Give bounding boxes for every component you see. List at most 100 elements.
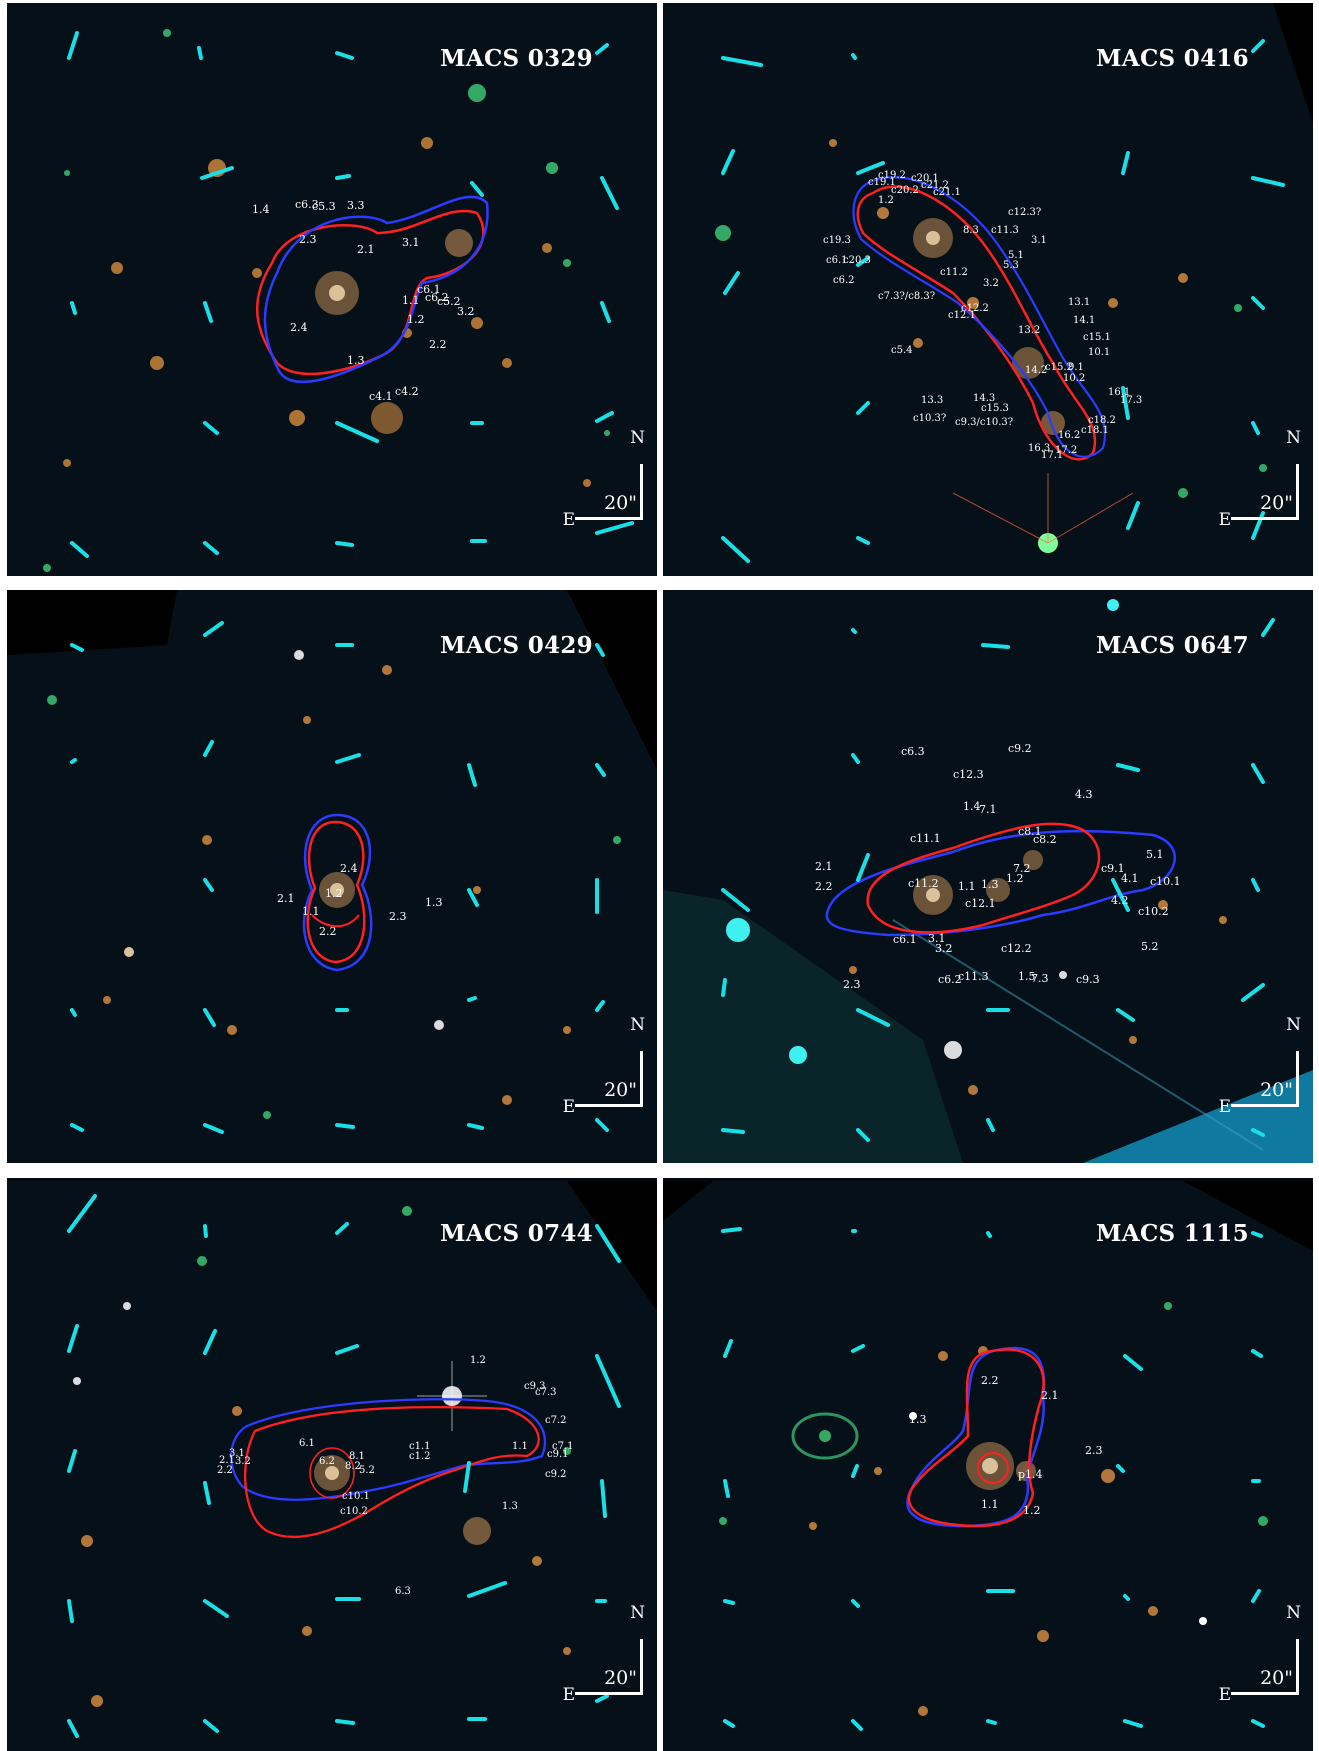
- image-label: 5.1: [1146, 848, 1164, 861]
- panel-macs-0329: 1.4 c6.3 c5.3 3.3 2.3 2.1 3.1 1.1 c6.1 c…: [7, 3, 657, 576]
- cluster-title: MACS 0429: [440, 632, 593, 659]
- image-label: 6.1: [299, 1438, 315, 1449]
- panel-macs-0429: 2.4 2.1 1.2 1.1 1.3 2.3 2.2 MACS 0429 N …: [7, 590, 657, 1163]
- east-arrow: [575, 1692, 643, 1695]
- image-labels: 1.4 c6.3 c5.3 3.3 2.3 2.1 3.1 1.1 c6.1 c…: [252, 198, 475, 403]
- image-label: c6.2: [833, 275, 855, 286]
- image-label: c9.1: [547, 1449, 569, 1460]
- image-label: c9.3: [1076, 973, 1100, 986]
- north-arrow: [1296, 1051, 1299, 1107]
- image-label: c9.2: [545, 1469, 567, 1480]
- image-label: c19.1: [868, 177, 896, 188]
- image-label: c18.2: [1088, 415, 1116, 426]
- image-label: 4.2: [1111, 894, 1129, 907]
- image-label: 10.2: [1063, 373, 1085, 384]
- image-label: 1.1: [958, 880, 976, 893]
- east-arrow: [575, 1104, 643, 1107]
- scale-bar-label: 20": [604, 492, 637, 514]
- image-label: 1.2: [325, 887, 343, 900]
- image-label: c11.2: [908, 877, 939, 890]
- image-label: c9.3/c10.3?: [955, 417, 1013, 428]
- image-label: 2.2: [981, 1374, 999, 1387]
- north-label: N: [630, 1603, 645, 1623]
- image-label: c8.2: [1033, 833, 1057, 846]
- image-label: c21.2: [921, 180, 949, 191]
- east-arrow: [1231, 1692, 1299, 1695]
- image-label: 14.1: [1073, 315, 1095, 326]
- sky-image: c6.3 c9.2 c12.3 4.3 1.4 7.1 c11.1 c8.1 c…: [663, 590, 1313, 1163]
- image-label: 13.1: [1068, 297, 1090, 308]
- cluster-title: MACS 0647: [1096, 632, 1249, 659]
- cluster-title: MACS 1115: [1096, 1220, 1249, 1247]
- image-label: c15.3: [981, 403, 1009, 414]
- image-label: 1.3: [425, 896, 443, 909]
- critical-curve-red: [907, 1348, 1045, 1528]
- cluster-title: MACS 0329: [440, 45, 593, 72]
- image-label: 1.3: [909, 1413, 927, 1426]
- image-label: 7.1: [979, 803, 997, 816]
- critical-curve-blue: [852, 176, 1106, 458]
- image-label: c12.3: [953, 768, 984, 781]
- image-label: c10.2: [1138, 905, 1169, 918]
- image-label: 9.1: [1068, 362, 1084, 373]
- image-label: c10.1: [342, 1491, 370, 1502]
- image-label: c4.1: [369, 390, 393, 403]
- image-label: 2.1: [277, 892, 295, 905]
- image-label: c9.2: [1008, 742, 1032, 755]
- scale-bar-label: 20": [1260, 1079, 1293, 1101]
- image-label: 5.2: [359, 1465, 375, 1476]
- image-label: 2.2: [217, 1465, 233, 1476]
- image-label: 2.1: [815, 860, 833, 873]
- cluster-title: MACS 0416: [1096, 45, 1249, 72]
- image-label: 3.2: [983, 278, 999, 289]
- image-label: 1.4: [252, 203, 270, 216]
- image-label: 2.4: [290, 321, 308, 334]
- critical-curve-red: [244, 1405, 540, 1539]
- image-label: 17.3: [1120, 395, 1142, 406]
- critical-curve-blue: [825, 829, 1176, 937]
- panel-macs-1115: 2.2 2.1 1.3 2.3 p1.4 1.1 1.2 MACS 1115 N…: [663, 1178, 1313, 1751]
- panel-macs-0416: c19.2 c19.1 c20.1 c20.2 c21.2 c21.1 1.2 …: [663, 3, 1313, 576]
- image-label: 2.2: [319, 925, 337, 938]
- north-arrow: [1296, 1639, 1299, 1695]
- image-label: 2.4: [340, 862, 358, 875]
- image-label: c5.2: [437, 295, 461, 308]
- image-label: 2.2: [815, 880, 833, 893]
- image-label: 1.5: [1018, 970, 1036, 983]
- east-label: E: [562, 1685, 575, 1705]
- image-label: 2.2: [429, 338, 447, 351]
- image-label: c12.3?: [1008, 207, 1041, 218]
- image-label: c10.2: [340, 1506, 368, 1517]
- image-label: 5.1: [1008, 250, 1024, 261]
- image-label: c11.3: [991, 225, 1019, 236]
- image-label: 13.2: [1018, 325, 1040, 336]
- image-label: 3.2: [457, 305, 475, 318]
- image-label: c10.3?: [913, 413, 946, 424]
- north-arrow: [640, 1051, 643, 1107]
- image-label: c6.1: [417, 283, 441, 296]
- image-label: c20.2: [891, 185, 919, 196]
- image-label: 16.1: [1108, 387, 1130, 398]
- image-labels: c19.2 c19.1 c20.1 c20.2 c21.2 c21.1 1.2 …: [823, 170, 1142, 461]
- sky-image: 2.2 2.1 1.3 2.3 p1.4 1.1 1.2: [663, 1181, 1313, 1751]
- image-label: 4.3: [1075, 788, 1093, 801]
- cluster-title: MACS 0744: [440, 1220, 593, 1247]
- image-label: 3.1: [229, 1448, 245, 1459]
- image-label: 16.3: [1028, 443, 1050, 454]
- image-label: c6.3: [295, 198, 319, 211]
- image-label: 3.1: [928, 932, 946, 945]
- east-arrow: [575, 517, 643, 520]
- image-label: 8.3: [963, 225, 979, 236]
- image-label: c7.2: [545, 1415, 567, 1426]
- image-label: c8.1: [1018, 825, 1042, 838]
- critical-curve-red: [856, 185, 1097, 461]
- image-label: 3.2: [935, 942, 953, 955]
- image-label: c15.1: [1083, 332, 1111, 343]
- image-label: c11.2: [940, 267, 968, 278]
- image-label: c6.2: [938, 973, 962, 986]
- image-label: c7.3: [535, 1387, 557, 1398]
- image-label: 2.3: [389, 910, 407, 923]
- image-label: 1.1: [512, 1441, 528, 1452]
- image-label: 1.1: [981, 1498, 999, 1511]
- north-arrow: [640, 464, 643, 520]
